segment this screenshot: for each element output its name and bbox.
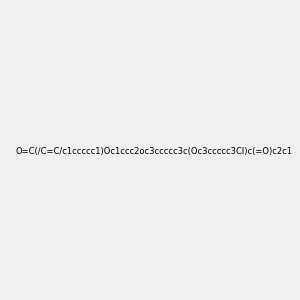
- Text: O=C(/C=C/c1ccccc1)Oc1ccc2oc3ccccc3c(Oc3ccccc3Cl)c(=O)c2c1: O=C(/C=C/c1ccccc1)Oc1ccc2oc3ccccc3c(Oc3c…: [15, 147, 292, 156]
